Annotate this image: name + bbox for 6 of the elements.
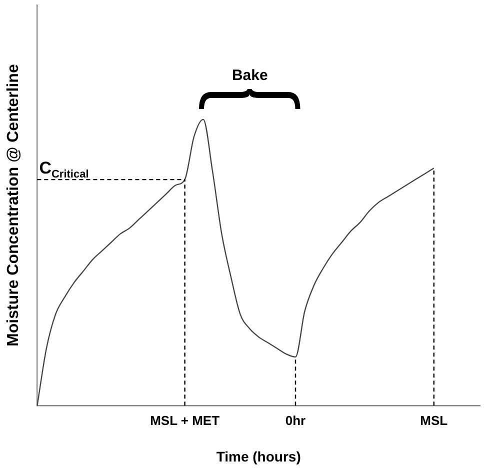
x-tick-label: MSL bbox=[420, 412, 448, 428]
x-tick-label: MSL + MET bbox=[150, 412, 220, 428]
x-tick-label: 0hr bbox=[285, 412, 306, 428]
text: Bake bbox=[232, 67, 268, 84]
x-axis-title: Time (hours) bbox=[216, 448, 301, 464]
y-axis-title: Moisture Concentration @ Centerline bbox=[5, 64, 22, 346]
